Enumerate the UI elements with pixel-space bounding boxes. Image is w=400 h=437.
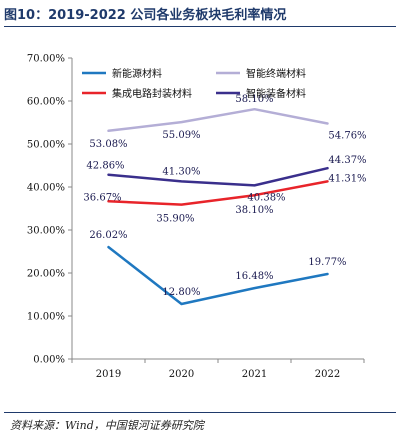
data-label: 41.31%: [328, 173, 366, 184]
data-label: 26.02%: [89, 230, 127, 241]
chart-axes: 0.00% 10.00% 20.00% 30.00% 40.00% 50.00% 60.00…: [27, 54, 365, 380]
data-label: 54.76%: [328, 131, 366, 142]
y-tick-label: 60.00%: [27, 97, 65, 108]
data-label: 58.10%: [235, 94, 273, 105]
data-label: 44.37%: [328, 155, 366, 166]
legend-label: 智能终端材料: [246, 67, 306, 80]
x-tick-label: 2021: [242, 369, 267, 380]
legend-label: 集成电路封装材料: [112, 87, 192, 100]
legend-label: 新能源材料: [112, 67, 162, 80]
x-tick-label: 2020: [169, 369, 194, 380]
figure-title: 图10：2019-2022 公司各业务板块毛利率情况: [4, 8, 287, 23]
data-label: 40.38%: [247, 192, 285, 203]
data-label: 19.77%: [308, 257, 346, 268]
y-tick-label: 40.00%: [27, 183, 65, 194]
x-tick-label: 2019: [96, 369, 121, 380]
legend-label: 智能装备材料: [246, 87, 306, 100]
source-note: 资料来源：Wind，中国银河证券研究院: [10, 419, 204, 432]
data-label: 41.30%: [162, 166, 200, 177]
data-label: 36.67%: [83, 192, 121, 203]
data-label: 42.86%: [86, 161, 124, 172]
chart-series-lines: [107, 107, 329, 306]
x-tick-label: 2022: [315, 369, 340, 380]
series-line-3: [107, 180, 329, 206]
series-line-1: [107, 245, 329, 306]
data-label: 35.90%: [156, 214, 194, 225]
y-tick-label: 10.00%: [27, 312, 65, 323]
data-label: 12.80%: [162, 287, 200, 298]
y-tick-label: 0.00%: [33, 355, 65, 366]
data-label: 16.48%: [235, 271, 273, 282]
y-tick-label: 20.00%: [27, 269, 65, 280]
line-chart: 0.00% 10.00% 20.00% 30.00% 40.00% 50.00% 60.00…: [27, 54, 367, 381]
data-label: 55.09%: [162, 130, 200, 141]
data-label: 38.10%: [235, 205, 273, 216]
y-tick-label: 70.00%: [27, 54, 65, 65]
series-line-4: [107, 166, 329, 187]
title-divider: [4, 26, 396, 27]
y-tick-label: 50.00%: [27, 140, 65, 151]
data-label: 53.08%: [89, 139, 127, 150]
chart-data-labels: 26.02% 12.80% 16.48% 19.77% 53.08% 55.09% 58.1…: [83, 94, 366, 298]
y-tick-label: 30.00%: [27, 226, 65, 237]
series-line-2: [107, 107, 329, 133]
source-divider: [4, 412, 396, 413]
